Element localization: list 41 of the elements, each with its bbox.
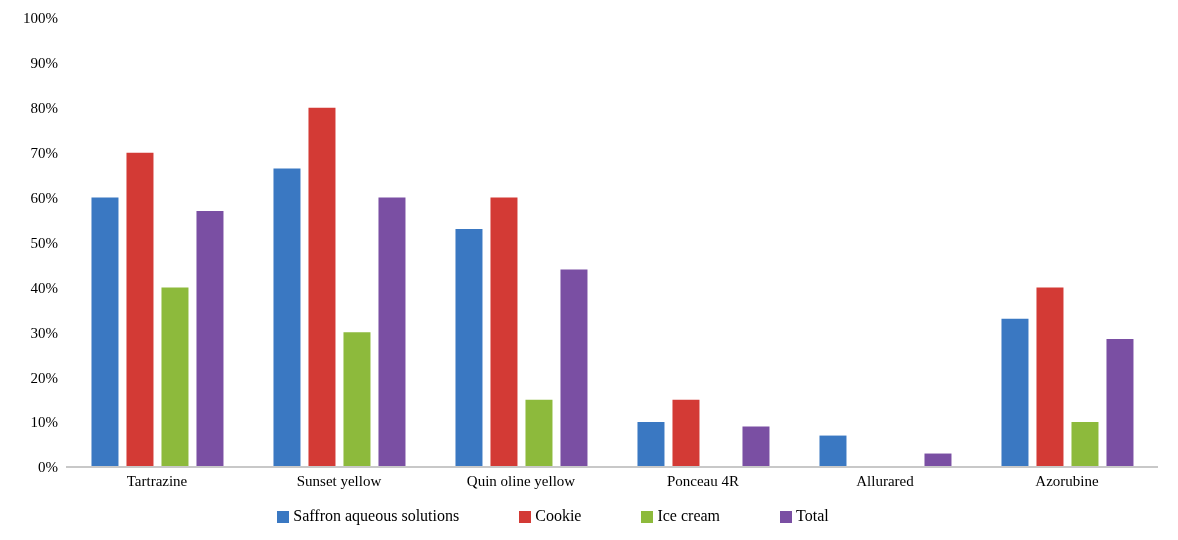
legend-label: Saffron aqueous solutions: [293, 507, 460, 524]
legend-label: Total: [796, 507, 829, 524]
x-tick-label: Quin oline yellow: [466, 472, 576, 489]
bar: [91, 197, 119, 467]
bar: [819, 435, 847, 467]
bar: [672, 399, 700, 467]
legend-label: Ice cream: [657, 507, 721, 524]
bar: [343, 332, 371, 467]
y-tick-label: 70%: [30, 145, 58, 162]
y-tick-label: 20%: [30, 369, 58, 386]
bar: [490, 197, 518, 467]
x-tick-label: Tartrazine: [126, 472, 188, 489]
y-tick-label: 30%: [30, 324, 58, 341]
bar: [1036, 287, 1064, 467]
bar: [161, 287, 189, 467]
bar: [308, 107, 336, 467]
bar: [1001, 318, 1029, 467]
bar: [378, 197, 406, 467]
bar: [525, 399, 553, 467]
bar: [273, 168, 301, 467]
y-tick-label: 0%: [38, 459, 58, 476]
bar: [126, 152, 154, 467]
x-tick-label: Allurared: [856, 472, 915, 489]
y-tick-label: 50%: [30, 234, 58, 251]
bar: [1106, 339, 1134, 467]
legend-label: Cookie: [535, 507, 582, 524]
bar: [560, 269, 588, 467]
x-tick-label: Azorubine: [1035, 472, 1099, 489]
y-tick-label: 10%: [30, 414, 58, 431]
bar: [1071, 422, 1099, 467]
y-tick-label: 40%: [30, 279, 58, 296]
x-tick-label: Sunset yellow: [296, 472, 382, 489]
bar: [196, 211, 224, 467]
x-tick-label: Ponceau 4R: [666, 472, 740, 489]
bar: [742, 426, 770, 467]
y-tick-label: 80%: [30, 100, 58, 117]
bar: [455, 229, 483, 467]
y-tick-label: 60%: [30, 189, 58, 206]
bar: [637, 422, 665, 467]
y-tick-label: 90%: [30, 55, 58, 72]
y-tick-label: 100%: [23, 10, 58, 27]
